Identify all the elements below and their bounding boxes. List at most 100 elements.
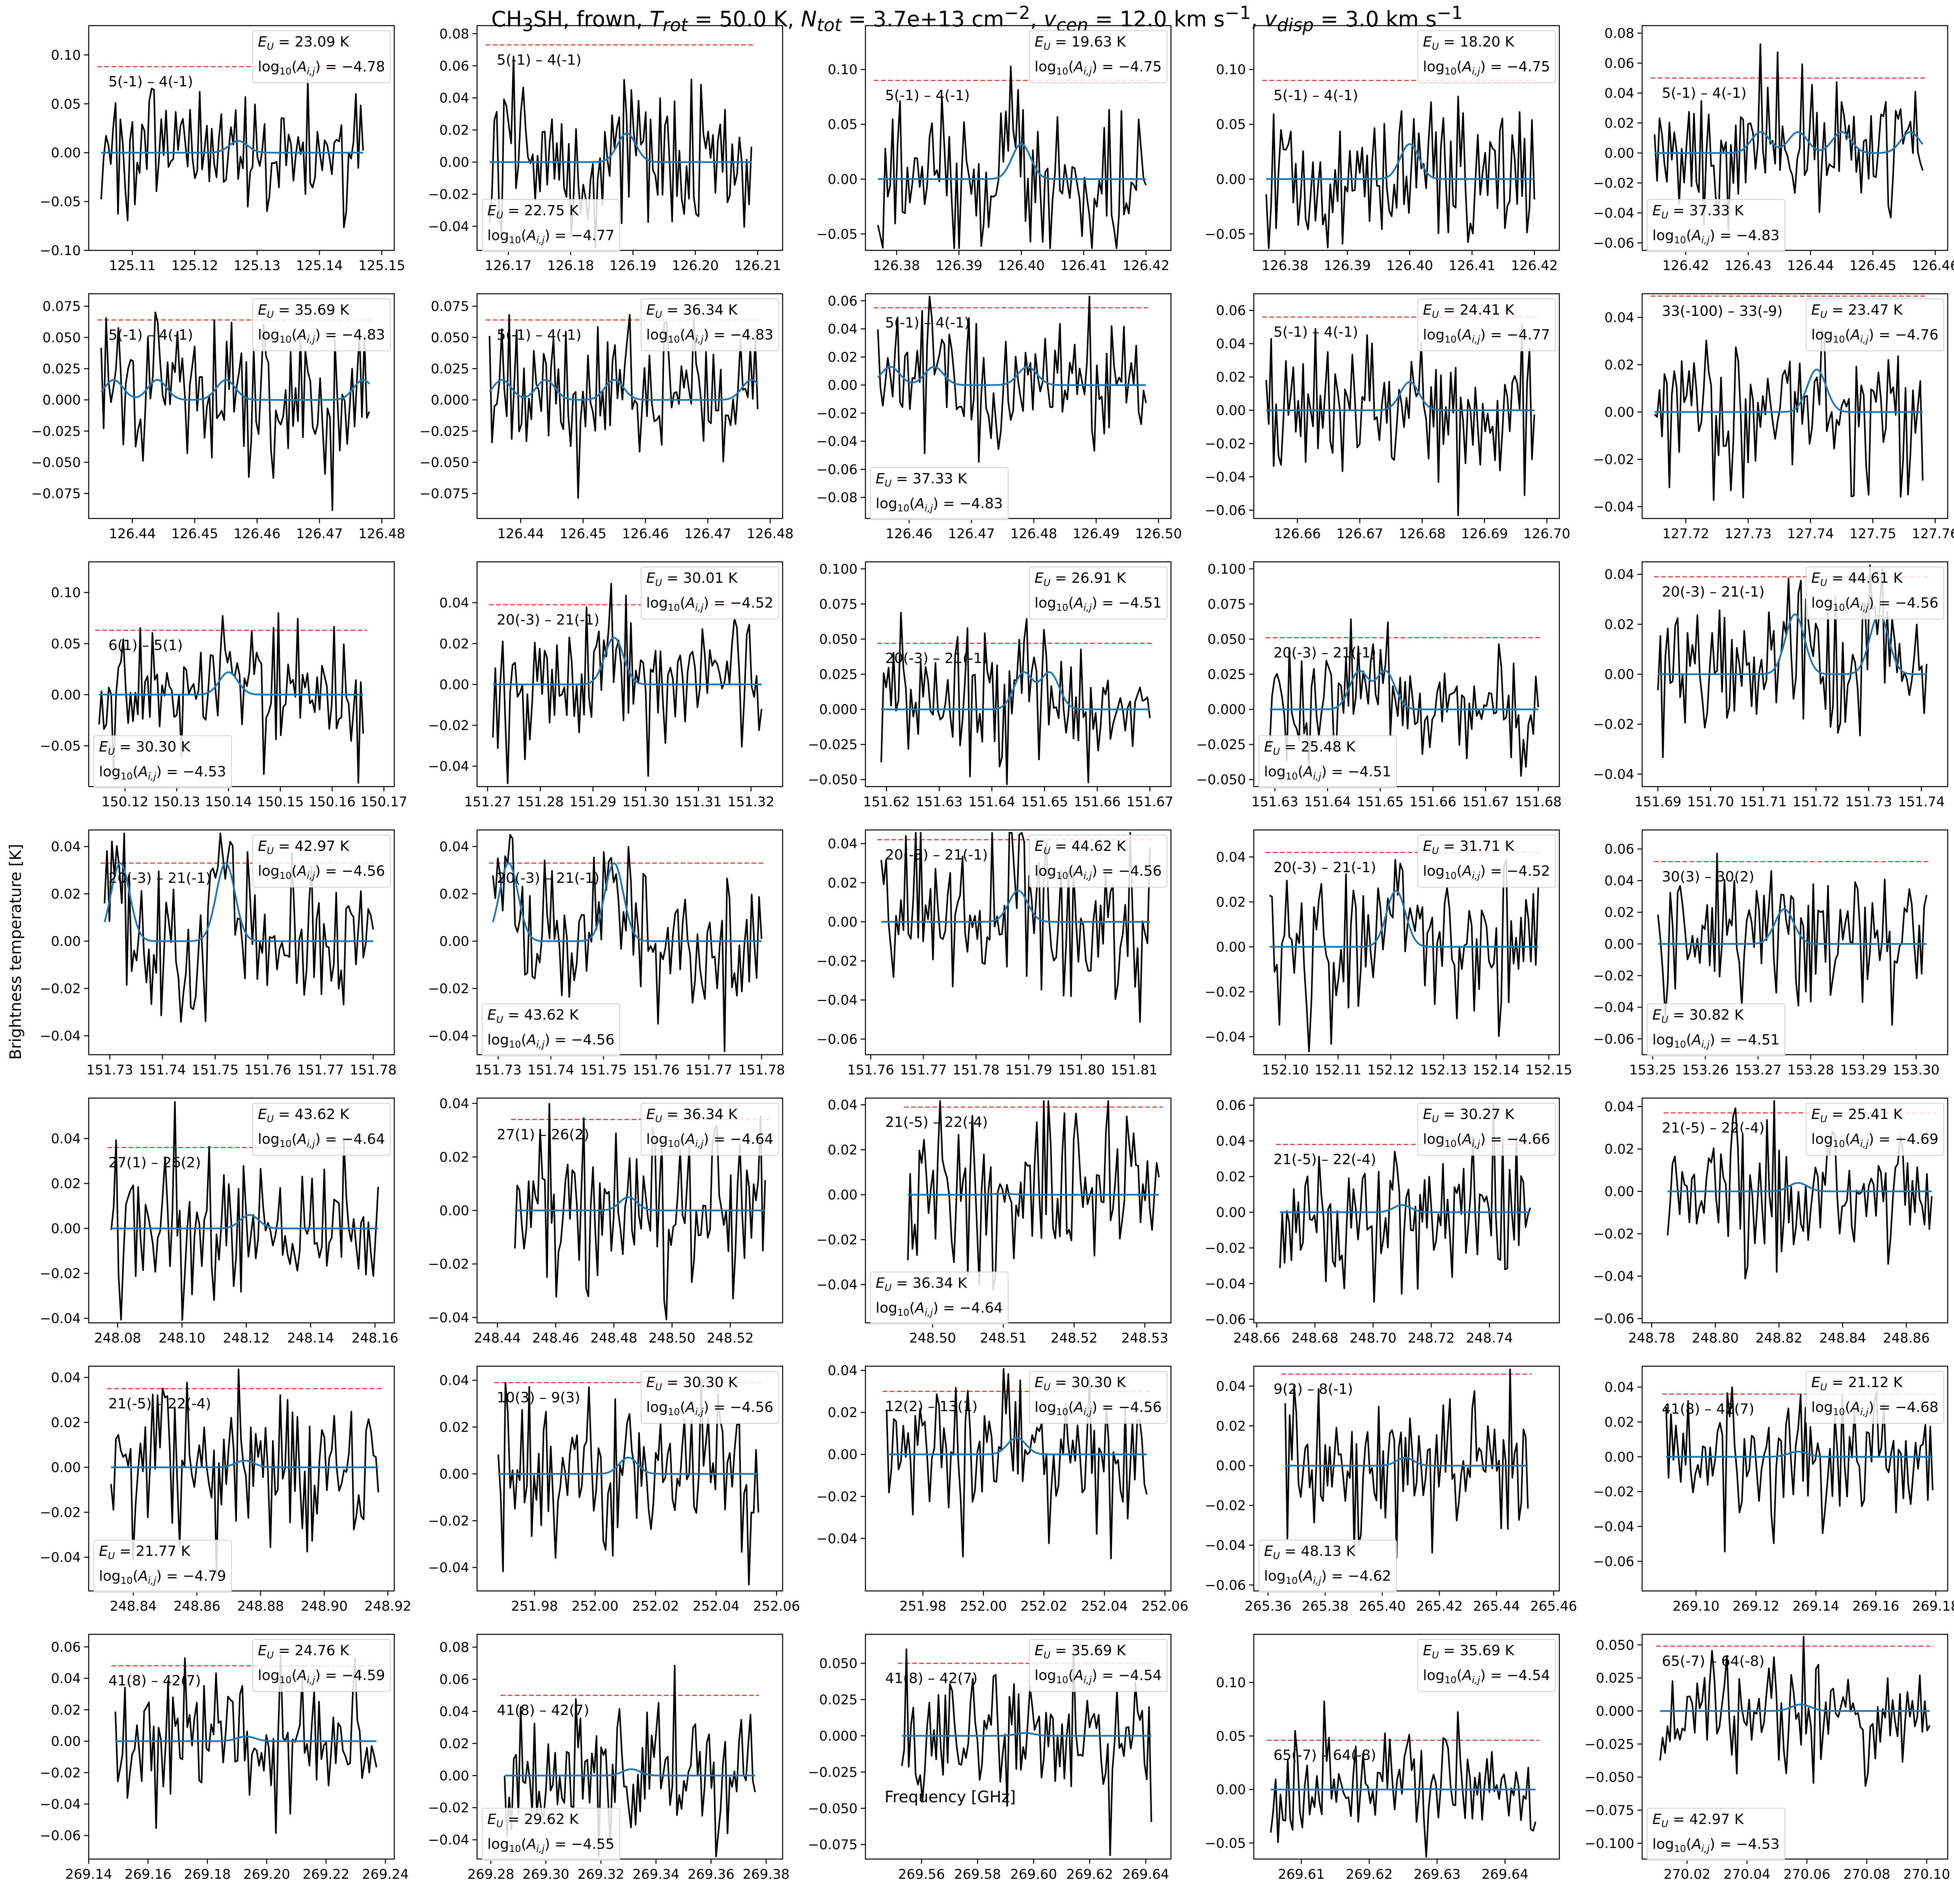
transition-label: 21(-5) – 22(-4): [1273, 1152, 1376, 1168]
y-tick-label: −0.05: [1205, 226, 1246, 242]
x-tick-label: 269.34: [632, 1867, 679, 1882]
y-tick-label: 0.10: [51, 585, 81, 601]
einstein-a-label: log10(Ai,j) = −4.83: [258, 327, 385, 345]
y-tick-label: 0.00: [828, 914, 858, 930]
x-tick-label: 151.67: [1462, 794, 1509, 810]
y-tick-label: −0.04: [40, 1796, 81, 1812]
x-tick-label: 127.76: [1912, 526, 1954, 542]
x-tick-label: 150.15: [257, 794, 304, 810]
x-tick-label: 252.04: [693, 1598, 740, 1614]
y-tick-label: −0.05: [1205, 1835, 1246, 1851]
upper-energy-label: EU = 31.71 K: [1423, 838, 1514, 857]
einstein-a-label: log10(Ai,j) = −4.64: [876, 1300, 1003, 1318]
x-tick-label: 126.39: [936, 258, 983, 274]
x-tick-label: 152.11: [1314, 1062, 1361, 1078]
y-tick-label: 0.10: [828, 62, 858, 78]
x-tick-label: 125.15: [358, 258, 405, 274]
x-tick-label: 127.73: [1725, 526, 1771, 542]
energy-info-box: EU = 30.01 K log10(Ai,j) = −4.52: [641, 567, 779, 620]
y-tick-label: 0.00: [51, 1734, 81, 1749]
y-tick-label: 0.04: [51, 1131, 81, 1147]
y-tick-label: −0.050: [420, 455, 469, 471]
transition-label: 5(-1) – 4(-1): [497, 52, 582, 68]
y-tick-label: 0.00: [1216, 1458, 1246, 1474]
x-tick-label: 126.67: [1336, 526, 1383, 542]
energy-info-box: EU = 24.76 K log10(Ai,j) = −4.59: [252, 1639, 391, 1692]
einstein-a-label: log10(Ai,j) = −4.56: [1035, 863, 1162, 882]
y-tick-label: 0.02: [439, 636, 469, 652]
y-tick-label: 0.02: [439, 1736, 469, 1752]
energy-info-box: EU = 44.62 K log10(Ai,j) = −4.56: [1029, 835, 1167, 888]
x-tick-label: 248.84: [1819, 1330, 1866, 1346]
x-tick-label: 269.60: [1010, 1867, 1057, 1882]
y-tick-label: −0.04: [1593, 1519, 1634, 1535]
x-tick-label: 126.43: [1725, 258, 1771, 274]
transition-label: 20(-3) – 21(-1): [1273, 645, 1376, 661]
y-tick-label: 0.02: [1216, 369, 1246, 385]
model-spectrum: [1266, 381, 1534, 411]
x-tick-label: 126.47: [684, 526, 731, 542]
x-tick-label: 248.84: [110, 1598, 157, 1614]
y-tick-label: 0.050: [819, 632, 858, 647]
model-spectrum: [99, 671, 364, 696]
y-tick-label: −0.04: [1593, 499, 1634, 515]
x-tick-label: 126.70: [1523, 526, 1570, 542]
x-tick-label: 150.14: [205, 794, 252, 810]
y-tick-label: −0.02: [428, 718, 469, 734]
x-tick-label: 248.52: [1051, 1330, 1098, 1346]
model-spectrum: [878, 143, 1146, 180]
einstein-a-label: log10(Ai,j) = −4.64: [646, 1131, 774, 1150]
y-tick-label: 0.04: [1216, 849, 1246, 865]
model-spectrum: [1270, 890, 1538, 948]
spectrum-panel-25: 248.78 248.80 248.82 248.84 248.86 −0.06 −0.04…: [1593, 1097, 1948, 1346]
energy-info-box: EU = 30.82 K log10(Ai,j) = −4.51: [1647, 1003, 1785, 1057]
x-tick-label: 269.63: [1414, 1867, 1461, 1882]
observed-spectrum: [110, 1101, 379, 1321]
y-tick-label: −0.04: [1205, 1029, 1246, 1045]
x-tick-label: 248.86: [1883, 1330, 1930, 1346]
y-tick-label: −0.075: [808, 1837, 858, 1853]
y-tick-label: 0.00: [439, 1768, 469, 1784]
upper-energy-label: EU = 25.48 K: [1264, 739, 1355, 757]
energy-info-box: EU = 21.77 K log10(Ai,j) = −4.79: [93, 1540, 232, 1593]
model-spectrum: [1654, 131, 1924, 154]
spectrum-panel-16: 151.73 151.74 151.75 151.76 151.77 151.78 −0.0…: [40, 829, 397, 1078]
x-tick-label: 269.14: [65, 1867, 112, 1882]
spectrum-panel-22: 248.44 248.46 248.48 248.50 248.52 −0.04 −0.02…: [428, 1096, 783, 1346]
x-tick-label: 151.75: [192, 1062, 239, 1078]
model-spectrum: [1654, 368, 1923, 413]
einstein-a-label: log10(Ai,j) = −4.59: [258, 1667, 385, 1686]
y-tick-label: 0.000: [1208, 702, 1246, 718]
transition-label: 6(1) – 5(1): [108, 638, 183, 654]
observed-spectrum: [100, 311, 370, 511]
spectrum-panel-23: 248.50 248.51 248.52 248.53 −0.04 −0.02 0.00 0.…: [817, 1097, 1172, 1346]
y-tick-label: −0.04: [817, 1531, 858, 1547]
x-tick-label: 269.64: [1482, 1867, 1529, 1882]
spectrum-panel-11: 150.12 150.13 150.14 150.15 150.16 150.17 −0.0…: [40, 561, 407, 810]
x-tick-label: 269.28: [467, 1867, 514, 1882]
y-tick-label: 0.02: [828, 349, 858, 365]
y-tick-label: −0.05: [40, 194, 81, 210]
x-tick-label: 248.72: [1408, 1330, 1455, 1346]
y-tick-label: −0.04: [428, 1560, 469, 1576]
x-tick-label: 151.64: [1304, 794, 1351, 810]
x-tick-label: 153.27: [1734, 1062, 1781, 1078]
upper-energy-label: EU = 30.30 K: [1035, 1374, 1126, 1393]
axes-frame: [1641, 1097, 1948, 1324]
model-spectrum: [1666, 1451, 1933, 1458]
x-tick-label: 269.20: [243, 1867, 290, 1882]
y-tick-label: 0.05: [51, 636, 81, 652]
x-tick-label: 248.51: [980, 1330, 1027, 1346]
upper-energy-label: EU = 21.77 K: [99, 1543, 190, 1562]
y-tick-label: 0.00: [1604, 1449, 1634, 1465]
y-tick-label: 0.06: [1604, 56, 1634, 71]
energy-info-box: EU = 30.27 K log10(Ai,j) = −4.66: [1417, 1103, 1556, 1156]
transition-label: 30(3) – 30(2): [1662, 869, 1754, 885]
x-tick-label: 269.64: [1122, 1867, 1169, 1882]
upper-energy-label: EU = 26.91 K: [1035, 570, 1126, 589]
spectrum-panel-8: 126.46 126.47 126.48 126.49 126.50 −0.08 −0.06…: [817, 293, 1182, 542]
x-tick-label: 269.30: [522, 1867, 569, 1882]
x-tick-label: 150.13: [153, 794, 200, 810]
axes-frame: [865, 1365, 1172, 1592]
transition-label: 41(8) – 42(7): [885, 1671, 978, 1687]
